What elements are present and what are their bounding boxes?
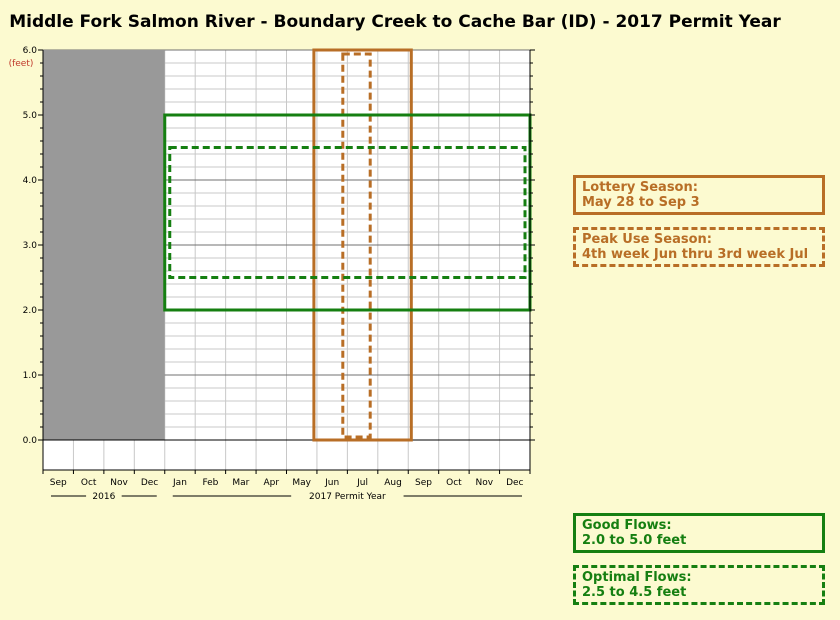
y-tick-label: 6.0 — [23, 46, 38, 56]
series-optimal-flows-box — [168, 146, 527, 279]
y-tick-label: 1.0 — [23, 371, 38, 381]
plot-area: 0.0 1.0 2.0 3.0 4.0 5.0 6.0 Sep Oct Nov Dec Jan Feb M… — [23, 46, 535, 502]
legend-good-flows: Good Flows: 2.0 to 5.0 feet — [573, 513, 825, 553]
y-tick-label: 3.0 — [23, 241, 38, 251]
legend-optimal-flows: Optimal Flows: 2.5 to 4.5 feet — [573, 565, 825, 605]
y-axis-unit-label: (feet) — [9, 59, 34, 69]
x-month-label: Jul — [356, 478, 368, 488]
y-tick-label: 4.0 — [23, 176, 38, 186]
x-month-label: Nov — [476, 478, 494, 488]
x-month-label: Jan — [172, 478, 187, 488]
x-month-label: Sep — [415, 478, 432, 488]
x-month-label: Oct — [81, 478, 97, 488]
chart-title: Middle Fork Salmon River - Boundary Cree… — [9, 12, 781, 32]
series-peak-use-season-box — [341, 52, 372, 439]
x-month-label: Nov — [110, 478, 128, 488]
legend-good-title: Good Flows: — [582, 518, 672, 533]
legend-optimal-range: 2.5 to 4.5 feet — [582, 585, 687, 600]
x-month-label: Mar — [232, 478, 249, 488]
x-month-label: Dec — [141, 478, 158, 488]
x-month-label: Aug — [384, 478, 402, 488]
x-month-label: Dec — [506, 478, 523, 488]
x-month-label: Jun — [324, 478, 339, 488]
legend-optimal-title: Optimal Flows: — [582, 570, 692, 585]
x-group-label: 2016 — [92, 492, 115, 502]
x-group-label: 2017 Permit Year — [309, 492, 386, 502]
x-month-label: Oct — [446, 478, 462, 488]
series-lottery-season-box — [312, 48, 413, 442]
legend-lottery-season: Lottery Season: May 28 to Sep 3 — [573, 175, 825, 215]
legend-peak-use-season: Peak Use Season: 4th week Jun thru 3rd w… — [573, 227, 825, 267]
legend-lottery-title: Lottery Season: — [582, 180, 698, 195]
prior-year-shaded-region — [43, 50, 165, 440]
legend-peak-range: 4th week Jun thru 3rd week Jul — [582, 247, 809, 262]
x-month-label: May — [292, 478, 311, 488]
x-month-label: Feb — [202, 478, 218, 488]
legend-lottery-range: May 28 to Sep 3 — [582, 195, 700, 210]
y-tick-label: 0.0 — [23, 436, 38, 446]
legend-peak-title: Peak Use Season: — [582, 232, 712, 247]
legend-good-range: 2.0 to 5.0 feet — [582, 533, 687, 548]
x-month-label: Sep — [50, 478, 67, 488]
y-tick-label: 2.0 — [23, 306, 38, 316]
y-tick-label: 5.0 — [23, 111, 38, 121]
x-month-label: Apr — [263, 478, 279, 488]
